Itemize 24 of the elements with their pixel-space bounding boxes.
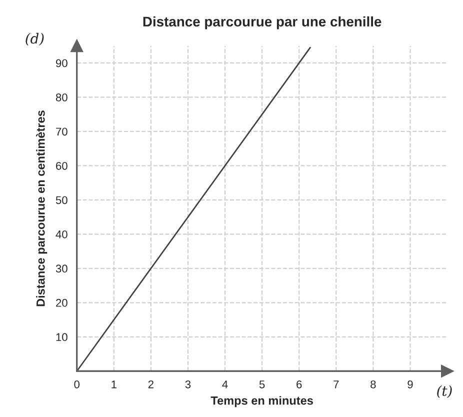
x-tick-label: 1 xyxy=(112,380,116,388)
x-tick-label: 8 xyxy=(370,380,376,388)
x-tick-label: 5 xyxy=(259,380,265,388)
y-tick-label: 80 xyxy=(56,93,68,102)
x-tick-label: 9 xyxy=(408,380,413,388)
y-tick-label: 70 xyxy=(56,128,68,136)
x-tick-label: 2 xyxy=(148,380,154,388)
y-tick-label: 50 xyxy=(56,196,68,204)
x-axis-title: Temps en minutes xyxy=(210,396,313,408)
x-tick-label: 7 xyxy=(334,380,339,388)
y-tick-label: 30 xyxy=(56,264,68,273)
x-tick-label: 0 xyxy=(74,380,80,388)
y-tick-label: 90 xyxy=(56,59,68,68)
y-tick-label: 40 xyxy=(56,230,68,238)
text: (t) xyxy=(437,385,452,398)
x-tick-label: 6 xyxy=(296,380,302,388)
y-axis-title: Distance parcourue en centimètres xyxy=(36,110,48,306)
x-tick-label: 4 xyxy=(222,380,228,388)
y-tick-label: 10 xyxy=(56,333,68,342)
y-tick-label: 20 xyxy=(56,298,68,307)
chart-title: Distance parcourue par une chenille xyxy=(143,16,382,30)
y-tick-label: 60 xyxy=(56,162,68,170)
x-tick-label: 3 xyxy=(185,380,191,388)
text: (d) xyxy=(26,32,44,46)
